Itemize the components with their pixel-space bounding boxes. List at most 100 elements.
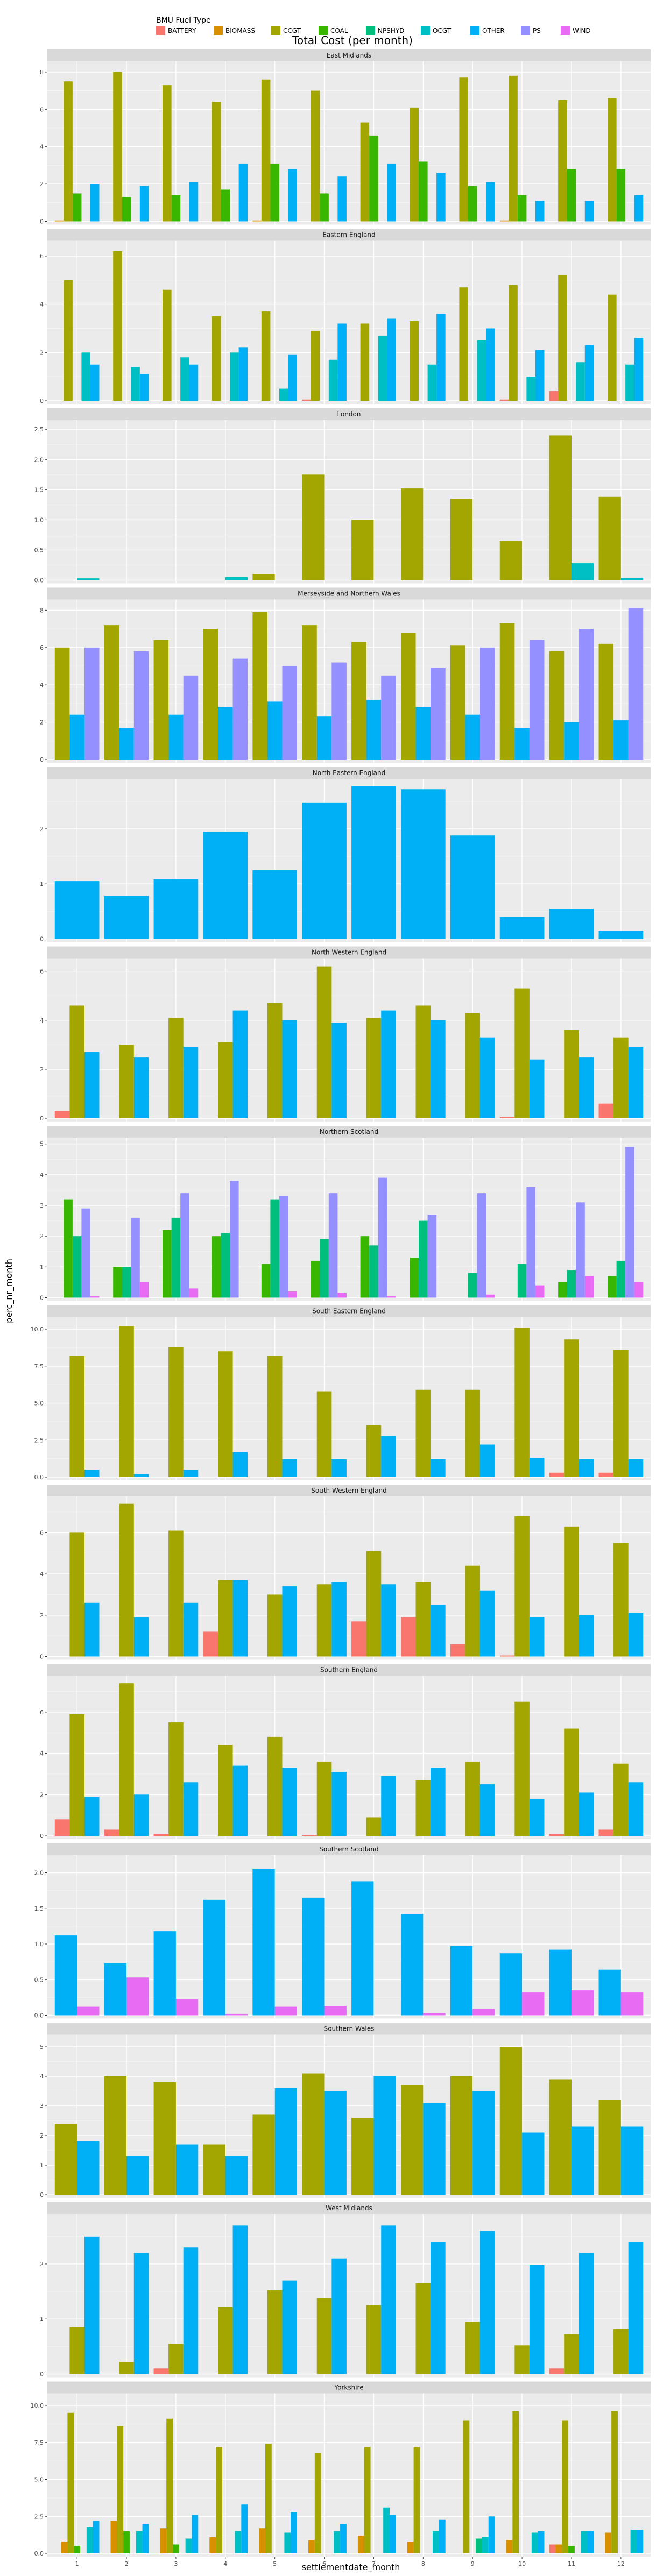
bar-ps-month-5 (279, 1196, 288, 1298)
panel-title: North Eastern England (313, 769, 386, 777)
bar-ccgt-month-2 (119, 1503, 134, 1657)
bar-battery-month-10 (499, 1655, 515, 1657)
bar-other-month-3 (153, 879, 199, 939)
bar-ccgt-month-9 (459, 287, 468, 401)
bar-ocgt-month-11 (571, 563, 594, 580)
bar-ocgt-month-10 (526, 377, 535, 401)
bar-ccgt-month-2 (117, 2426, 124, 2553)
bar-ocgt-month-9 (482, 2537, 489, 2553)
bar-ps-month-2 (133, 651, 149, 760)
bar-other-month-8 (431, 1020, 446, 1118)
bar-coal-month-1 (64, 1199, 73, 1298)
y-tick-label: 6 (40, 1709, 44, 1716)
legend-swatch (561, 26, 570, 35)
bar-ccgt-month-4 (218, 1042, 233, 1118)
bar-ccgt-month-2 (113, 72, 122, 222)
bar-other-month-12 (620, 2126, 644, 2195)
bar-other-month-10 (538, 2531, 545, 2553)
bar-ccgt-month-11 (549, 651, 565, 760)
bar-other-month-2 (104, 896, 149, 939)
bar-wind-month-7 (387, 1296, 396, 1298)
panel-strip (47, 49, 651, 61)
bar-coal-month-1 (74, 2546, 81, 2553)
legend-item-ps: PS (521, 26, 541, 35)
bar-wind-month-11 (571, 1990, 594, 2016)
bar-ccgt-month-12 (613, 1543, 629, 1657)
bar-ps-month-7 (381, 675, 396, 760)
bar-other-month-12 (628, 1613, 644, 1657)
bar-ccgt-month-9 (465, 2322, 480, 2374)
y-tick-label: 10.0 (31, 2402, 44, 2409)
bar-biomass-month-8 (407, 2542, 414, 2553)
bar-coal-month-6 (320, 193, 329, 222)
panel-yorkshire: Yorkshire 0.0 2.5 5.0 7.5 10.0 (31, 2381, 651, 2557)
bar-other-month-5 (282, 1586, 298, 1657)
bar-other-month-4 (241, 2504, 248, 2553)
bar-coal-month-4 (211, 1236, 221, 1298)
bar-ccgt-month-2 (119, 2361, 134, 2374)
bar-ccgt-month-8 (415, 2283, 431, 2374)
y-tick-label: 5 (40, 1141, 44, 1148)
bar-ccgt-month-4 (218, 1745, 233, 1836)
bar-biomass-month-12 (605, 2532, 612, 2553)
bar-other-month-9 (479, 1037, 495, 1118)
bar-biomass-month-6 (308, 2540, 315, 2553)
bar-battery-month-9 (450, 1644, 465, 1657)
bar-ccgt-month-5 (252, 574, 275, 580)
bar-ccgt-month-1 (67, 2412, 74, 2553)
bar-other-month-11 (564, 722, 579, 760)
bar-other-month-10 (535, 201, 545, 222)
bar-other-month-6 (331, 2258, 347, 2374)
bar-wind-month-12 (620, 1992, 644, 2016)
y-tick-label: 0.0 (34, 2012, 44, 2019)
bar-ps-month-3 (180, 1193, 189, 1298)
bar-ccgt-month-5 (252, 2114, 275, 2195)
y-tick-label: 5.0 (34, 2476, 44, 2483)
bar-ccgt-month-10 (514, 988, 530, 1118)
bar-ps-month-1 (81, 1208, 90, 1298)
bar-other-month-10 (499, 1953, 523, 2016)
bar-ccgt-month-11 (562, 2420, 569, 2553)
legend-label: NPSHYD (378, 27, 404, 34)
bar-other-month-8 (431, 2242, 446, 2374)
bar-ccgt-month-1 (69, 1714, 84, 1836)
bar-ccgt-month-7 (366, 2305, 382, 2374)
bar-wind-month-3 (175, 1999, 199, 2016)
x-tick-label: 2 (125, 2560, 129, 2567)
bar-ccgt-month-6 (314, 2453, 321, 2553)
bar-battery-month-10 (499, 399, 509, 401)
bar-ccgt-month-3 (163, 85, 172, 222)
legend-label: WIND (573, 27, 591, 34)
legend-label: PS (533, 27, 541, 34)
bar-ccgt-month-8 (415, 1780, 431, 1836)
bar-coal-month-12 (608, 1276, 617, 1298)
bar-ps-month-3 (183, 675, 199, 760)
bar-battery-month-11 (549, 2368, 565, 2374)
legend-item-ccgt: CCGT (271, 26, 301, 35)
bar-other-month-3 (183, 1782, 199, 1836)
bar-ccgt-month-9 (465, 1013, 480, 1118)
bar-other-month-2 (133, 1057, 149, 1118)
bar-ocgt-month-8 (433, 2531, 439, 2553)
bar-wind-month-2 (139, 1282, 149, 1298)
bar-other-month-4 (218, 707, 233, 760)
bar-other-month-4 (232, 2225, 248, 2374)
bar-ps-month-6 (328, 1193, 338, 1298)
bar-ccgt-month-3 (168, 2344, 184, 2374)
y-tick-label: 0 (40, 1833, 44, 1840)
bar-ccgt-month-6 (302, 625, 317, 760)
x-axis-label: settlementdate_month (302, 2562, 400, 2573)
bar-ccgt-month-8 (400, 633, 416, 760)
bar-other-month-2 (104, 1963, 127, 2016)
bar-other-month-2 (126, 2156, 149, 2195)
y-tick-label: 2 (40, 1066, 44, 1073)
bar-ccgt-month-4 (203, 2144, 225, 2195)
bar-battery-month-11 (549, 391, 559, 401)
bar-ps-month-8 (431, 668, 446, 760)
chart-title: Total Cost (per month) (292, 34, 413, 47)
legend-label: BATTERY (168, 27, 196, 34)
bar-ccgt-month-9 (459, 77, 468, 222)
bar-ccgt-month-2 (119, 1045, 134, 1118)
bar-other-month-9 (450, 1946, 473, 2016)
bar-ocgt-month-6 (334, 2531, 341, 2553)
